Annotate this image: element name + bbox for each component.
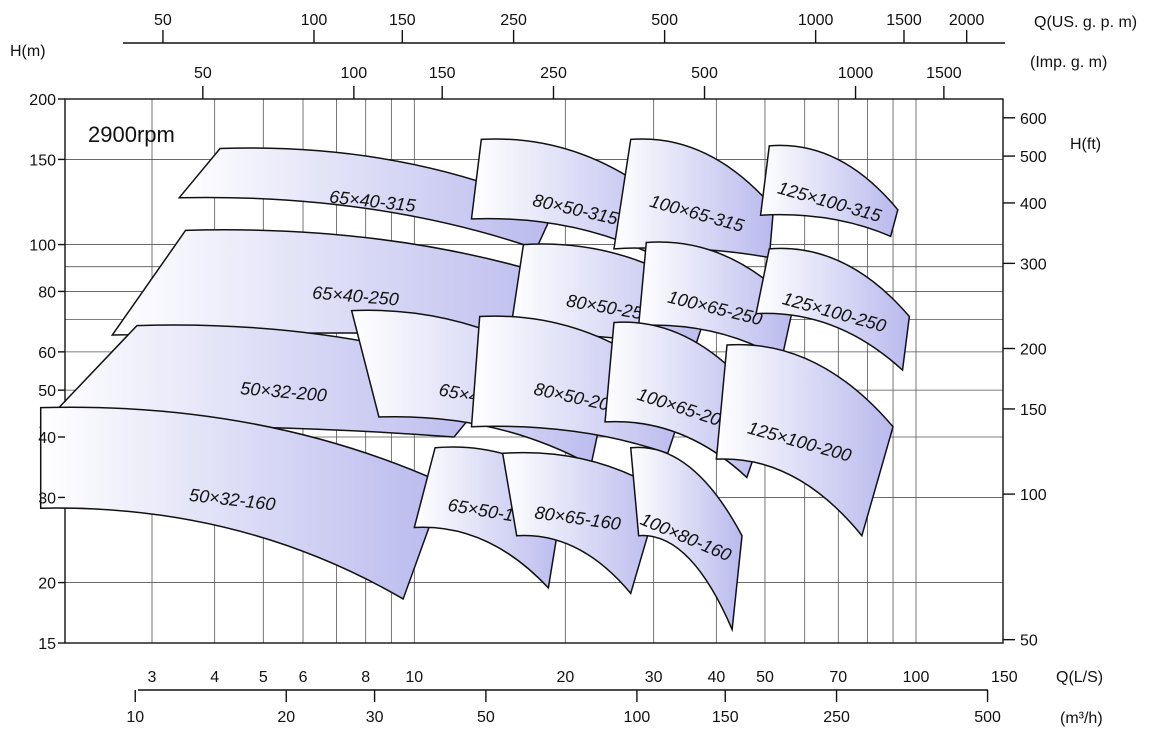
usgpm-ticks: 50 100 150 250 500 1000 1500 2000 <box>154 12 985 43</box>
ls-tick-label: 70 <box>829 669 847 686</box>
head-m-tick-label: 30 <box>38 490 56 507</box>
m3h-tick-label: 10 <box>126 709 144 726</box>
usgpm-axis-label: Q(US. g. p. m) <box>1034 14 1137 31</box>
head-m-tick-label: 40 <box>38 430 56 447</box>
ls-tick-label: 5 <box>259 669 268 686</box>
ls-tick-label: 50 <box>756 669 774 686</box>
region-layer: 65×40-315 80×50-315 100×65-315 125×100-3156… <box>38 138 911 633</box>
head-m-tick-label: 15 <box>38 636 56 653</box>
usgpm-tick-label: 250 <box>500 12 527 29</box>
head-ft-tick-label: 200 <box>1020 342 1047 359</box>
usgpm-tick-label: 50 <box>154 12 172 29</box>
head-ft-axis-label: H(ft) <box>1070 136 1101 153</box>
m3h-tick-label: 500 <box>974 709 1001 726</box>
pump-region <box>613 138 775 259</box>
impgm-tick-label: 50 <box>194 65 212 82</box>
head-m-tick-label: 100 <box>29 238 56 255</box>
m3h-axis-label: (m³/h) <box>1060 710 1103 727</box>
usgpm-tick-label: 150 <box>389 12 416 29</box>
ls-tick-label: 30 <box>645 669 663 686</box>
head-ft-tick-label: 150 <box>1020 402 1047 419</box>
head-ft-tick-label: 50 <box>1020 633 1038 650</box>
m3h-tick-label: 150 <box>712 709 739 726</box>
impgm-tick-label: 250 <box>540 65 567 82</box>
ls-tick-label: 8 <box>361 669 370 686</box>
head-ft-tick-label: 400 <box>1020 196 1047 213</box>
impgm-tick-label: 100 <box>341 65 368 82</box>
pump-region <box>759 144 899 238</box>
head-m-tick-label: 80 <box>38 284 56 301</box>
pump-region <box>755 247 911 372</box>
head-m-tick-label: 200 <box>29 92 56 109</box>
head-ft-tick-label: 500 <box>1020 149 1047 166</box>
ls-ticks: 3 4 5 6 8 10 20 30 40 50 70 100 150 <box>148 669 1018 686</box>
ls-tick-label: 20 <box>556 669 574 686</box>
head-m-tick-label: 50 <box>38 383 56 400</box>
head-m-tick-label: 20 <box>38 576 56 593</box>
m3h-tick-label: 30 <box>366 709 384 726</box>
impgm-tick-label: 150 <box>429 65 456 82</box>
usgpm-tick-label: 100 <box>301 12 328 29</box>
pump-region <box>629 446 743 633</box>
usgpm-tick-label: 2000 <box>949 12 985 29</box>
impgm-axis-label: (Imp. g. m) <box>1030 54 1107 71</box>
impgm-tick-label: 500 <box>691 65 718 82</box>
head-m-tick-label: 150 <box>29 152 56 169</box>
ls-tick-label: 4 <box>210 669 219 686</box>
ls-tick-label: 40 <box>707 669 725 686</box>
usgpm-tick-label: 500 <box>651 12 678 29</box>
usgpm-tick-label: 1000 <box>798 12 834 29</box>
pump-region <box>177 147 556 250</box>
head-m-ticks: 15 20 30 40 50 60 80 100 150 200 <box>29 92 65 653</box>
head-ft-tick-label: 600 <box>1020 111 1047 128</box>
m3h-tick-label: 250 <box>823 709 850 726</box>
ls-axis-label: Q(L/S) <box>1056 669 1103 686</box>
head-m-axis-label: H(m) <box>10 43 46 60</box>
ls-tick-label: 100 <box>903 669 930 686</box>
head-ft-tick-label: 300 <box>1020 256 1047 273</box>
ls-tick-label: 10 <box>405 669 423 686</box>
m3h-tick-label: 50 <box>477 709 495 726</box>
plot-frame <box>64 98 1004 644</box>
m3h-ticks: 10 20 30 50 100 150 250 500 <box>126 690 1001 726</box>
impgm-tick-label: 1500 <box>926 65 962 82</box>
pump-region <box>715 343 894 538</box>
impgm-ticks: 50 100 150 250 500 1000 1500 <box>194 65 962 99</box>
ls-tick-label: 3 <box>148 669 157 686</box>
speed-label: 2900rpm <box>88 122 175 147</box>
ls-tick-label: 150 <box>991 669 1018 686</box>
head-ft-tick-label: 100 <box>1020 487 1047 504</box>
head-m-tick-label: 60 <box>38 345 56 362</box>
head-ft-ticks: 50 100 150 200 300 400 500 600 <box>1003 111 1047 650</box>
m3h-tick-label: 100 <box>624 709 651 726</box>
usgpm-tick-label: 1500 <box>886 12 922 29</box>
impgm-tick-label: 1000 <box>838 65 874 82</box>
ls-tick-label: 6 <box>299 669 308 686</box>
m3h-tick-label: 20 <box>277 709 295 726</box>
